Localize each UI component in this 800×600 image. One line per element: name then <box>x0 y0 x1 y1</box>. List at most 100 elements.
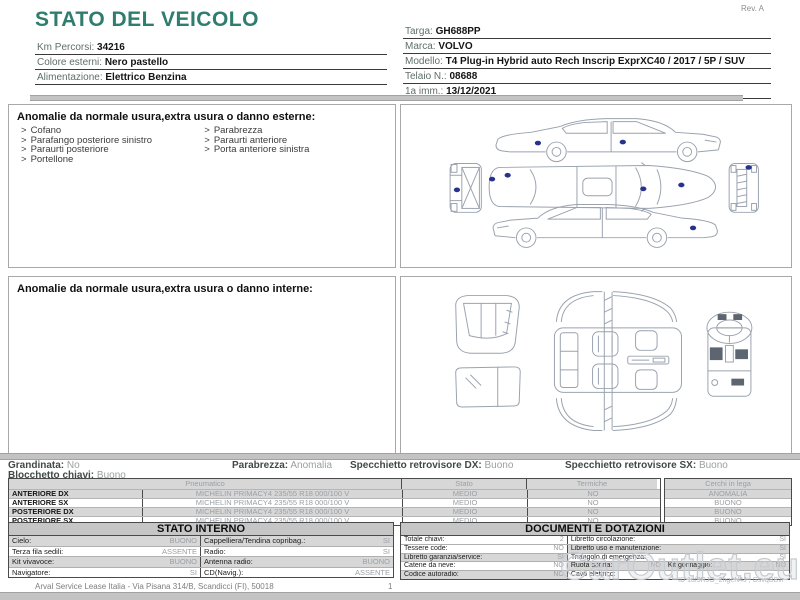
col-header-cerchi: Cerchi in lega <box>665 479 791 489</box>
table-row: POSTERIORE DX MICHELIN PRIMACY4 235/55 R… <box>9 507 660 516</box>
info-label: Alimentazione: <box>37 72 103 83</box>
tire-spec: MICHELIN PRIMACY4 235/55 R18 000/100 V <box>143 490 403 498</box>
table-row: Libretto garanzia/service: SI Triangolo d… <box>401 552 789 562</box>
interior-car-diagram <box>455 291 753 431</box>
info-label: Marca: <box>405 41 436 52</box>
field-label: Kit vivavoce: <box>12 557 55 566</box>
field-label: Libretto circolazione: <box>570 536 636 543</box>
field-label: Tessere code: <box>404 544 448 552</box>
field-label: Totale chiavi: <box>404 536 445 543</box>
page-number: 1 <box>388 582 393 591</box>
alloy-wheels-table: Cerchi in lega ANOMALIA BUONO BUONO BUON… <box>664 478 792 526</box>
field-value: SI <box>557 553 564 561</box>
field-value: SI <box>382 536 390 545</box>
cerchi-value: BUONO <box>714 517 742 525</box>
field-label: Catene da neve: <box>404 562 456 570</box>
document-id: ID 1uf9RJO_2hgeN4J , GsvqBBvr <box>678 577 784 584</box>
tire-spec: MICHELIN PRIMACY4 235/55 R18 000/100 V <box>143 499 403 507</box>
cabin-plan-view <box>553 291 682 431</box>
field-value: SI <box>779 553 786 561</box>
tire-stato: MEDIO <box>403 508 528 516</box>
col-header-termiche: Termiche <box>527 479 657 489</box>
field-value: NO <box>553 544 564 552</box>
condition-specchietto-dx: Specchietto retrovisore DX: Buono <box>350 460 513 471</box>
field-value: SI <box>189 567 197 577</box>
tire-stato: MEDIO <box>403 490 528 498</box>
damage-marker <box>640 186 647 192</box>
condition-label: Specchietto retrovisore DX: <box>350 460 482 471</box>
damage-marker <box>678 182 685 188</box>
field-label: Kit gonfiaggio: <box>667 562 713 570</box>
bullet-icon: > <box>21 125 27 136</box>
anomaly-label: Porta anteriore sinistra <box>213 144 310 155</box>
field-value: BUONO <box>169 536 197 545</box>
info-row: Alimentazione: Elettrico Benzina <box>35 70 387 85</box>
tire-position: POSTERIORE DX <box>9 508 143 516</box>
field-label: Libretto uso e manutenzione: <box>570 544 662 552</box>
trunk-view <box>455 295 520 354</box>
field-value: NO <box>650 562 661 570</box>
condition-label: Blocchetto chiavi: <box>8 470 95 481</box>
condition-blocchetto-chiavi: Blocchetto chiavi: Buono <box>8 470 126 481</box>
field-label: Triangolo di emergenza: <box>570 553 647 561</box>
field-value: BUONO <box>362 557 390 566</box>
car-front-view <box>449 163 482 213</box>
damage-marker <box>689 225 697 231</box>
field-value: SI <box>779 536 786 543</box>
info-label: Targa: <box>405 26 433 37</box>
table-row: BUONO <box>665 507 791 516</box>
info-value: T4 Plug-in Hybrid auto Rech Inscrip Expr… <box>445 56 745 67</box>
list-item: > Paraurti posteriore <box>21 145 204 155</box>
exterior-anomalies-panel: Anomalie da normale usura,extra usura o … <box>8 104 396 268</box>
field-label: Ruota scorta: <box>570 562 613 570</box>
field-value: SI <box>382 546 390 556</box>
stato-interno-section: STATO INTERNO Cielo: BUONO Cappelliera/Te… <box>8 522 394 578</box>
field-label: Antenna radio: <box>204 557 253 566</box>
tire-position: ANTERIORE DX <box>9 490 143 498</box>
tire-stato: MEDIO <box>403 517 528 525</box>
cerchi-value: BUONO <box>714 508 742 516</box>
table-row: Codice autoradio: NO Cavo elettrico: <box>401 570 789 579</box>
condition-value: Anomalia <box>290 460 333 471</box>
table-row: BUONO <box>665 498 791 507</box>
tire-termiche: NO <box>587 517 599 525</box>
anomaly-label: Paraurti posteriore <box>30 144 109 155</box>
damage-marker <box>488 176 496 182</box>
vehicle-info-left: Km Percorsi: 34216 Colore esterni: Nero … <box>35 40 387 85</box>
damage-marker <box>534 140 542 146</box>
divider-bar <box>0 453 800 460</box>
condition-label: Parabrezza: <box>232 460 289 471</box>
anomaly-label: Cofano <box>30 125 62 136</box>
divider-bar <box>0 592 800 600</box>
field-label: Navigatore: <box>12 567 51 577</box>
interior-anomalies-header: Anomalie da normale usura,extra usura o … <box>17 283 313 295</box>
tire-position: ANTERIORE SX <box>9 499 143 507</box>
footer-company-address: Arval Service Lease Italia - Via Pisana … <box>35 582 274 591</box>
cerchi-value: ANOMALIA <box>708 490 748 498</box>
damage-markers <box>453 139 752 231</box>
list-item: > Paraurti anteriore <box>204 135 387 146</box>
damage-marker <box>504 172 511 178</box>
documenti-section: DOCUMENTI E DOTAZIONI Totale chiavi: 2 Li… <box>400 522 790 580</box>
damage-marker <box>453 187 461 193</box>
table-row: Totale chiavi: 2 Libretto circolazione: SI <box>401 536 789 544</box>
field-label: Cielo: <box>12 536 32 545</box>
divider-bar <box>30 95 743 101</box>
stato-interno-title: STATO INTERNO <box>8 522 394 536</box>
table-row: Tessere code: NO Libretto uso e manutenzi… <box>401 543 789 553</box>
list-item: > Portellone <box>21 153 204 165</box>
info-row: Telaio N.: 08688 <box>403 69 771 84</box>
condition-value: Buono <box>484 460 514 471</box>
field-label: Codice autoradio: <box>404 571 459 579</box>
anomaly-label: Parabrezza <box>213 125 263 136</box>
info-value: 34216 <box>97 42 125 53</box>
documenti-title: DOCUMENTI E DOTAZIONI <box>400 522 790 536</box>
bullet-icon: > <box>204 125 210 136</box>
bullet-icon: > <box>204 144 210 155</box>
list-item: > Cofano <box>21 126 204 136</box>
car-rear-view <box>728 163 759 213</box>
cerchi-value: BUONO <box>714 499 742 507</box>
bullet-icon: > <box>21 153 27 165</box>
exterior-anomalies-list: > Cofano > Parafango posteriore sinistro >… <box>9 126 395 164</box>
